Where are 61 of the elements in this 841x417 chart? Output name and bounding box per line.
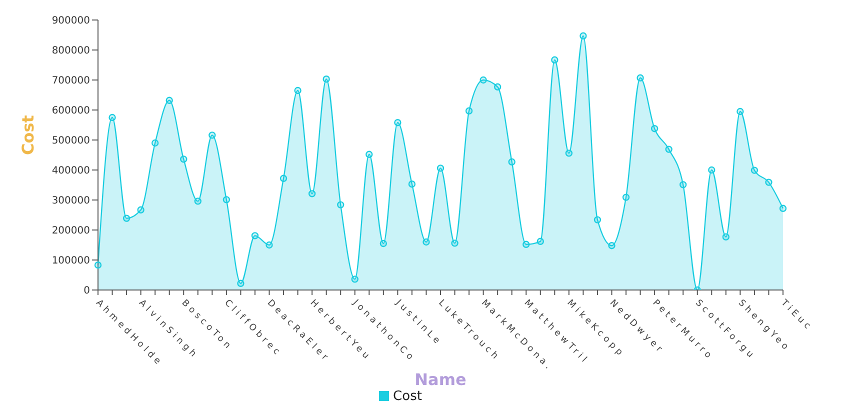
point	[337, 201, 344, 208]
point	[451, 240, 458, 247]
point	[151, 139, 159, 147]
point	[665, 146, 672, 153]
y-tick-label: 500000	[52, 136, 90, 147]
point	[380, 240, 388, 248]
point	[508, 158, 516, 166]
point	[294, 86, 302, 94]
point	[736, 108, 744, 116]
point	[636, 74, 644, 82]
x-axis-title: Name	[414, 370, 466, 389]
point	[708, 166, 716, 174]
point	[494, 83, 502, 90]
point	[422, 238, 430, 246]
point	[465, 107, 473, 114]
y-tick-label: 300000	[52, 196, 90, 207]
legend-label: Cost	[393, 389, 422, 404]
point	[522, 240, 530, 248]
point	[722, 233, 730, 240]
point	[580, 32, 587, 40]
point	[366, 150, 373, 158]
point	[680, 181, 687, 188]
point	[237, 280, 244, 287]
point	[208, 132, 216, 139]
point	[608, 242, 616, 250]
point	[251, 232, 259, 240]
point	[180, 156, 188, 163]
point	[750, 166, 758, 174]
point	[765, 178, 772, 186]
point	[122, 214, 130, 222]
point	[394, 119, 402, 126]
point	[650, 125, 658, 132]
y-tick-label: 100000	[52, 256, 90, 267]
point	[137, 206, 144, 214]
y-tick-label: 700000	[52, 76, 90, 87]
y-tick-label: 900000	[52, 16, 90, 27]
point	[266, 241, 273, 249]
y-tick-label: 0	[84, 286, 90, 297]
point	[551, 56, 558, 64]
point	[622, 194, 630, 201]
point	[194, 198, 202, 205]
point	[594, 216, 602, 224]
y-tick-label: 800000	[52, 46, 90, 57]
y-tick-label: 400000	[52, 166, 90, 177]
point	[351, 276, 358, 283]
point	[94, 262, 102, 269]
point	[108, 114, 116, 122]
point	[779, 204, 787, 212]
point	[536, 238, 544, 245]
point	[322, 76, 330, 83]
point	[308, 190, 316, 198]
point	[222, 196, 230, 204]
y-axis-title: Cost	[18, 114, 38, 155]
y-tick-label: 600000	[52, 106, 90, 117]
point	[436, 164, 444, 172]
point	[408, 180, 416, 188]
point	[166, 96, 173, 104]
point	[480, 76, 487, 84]
point	[565, 150, 573, 157]
y-tick-label: 200000	[52, 226, 90, 237]
point	[280, 174, 288, 182]
